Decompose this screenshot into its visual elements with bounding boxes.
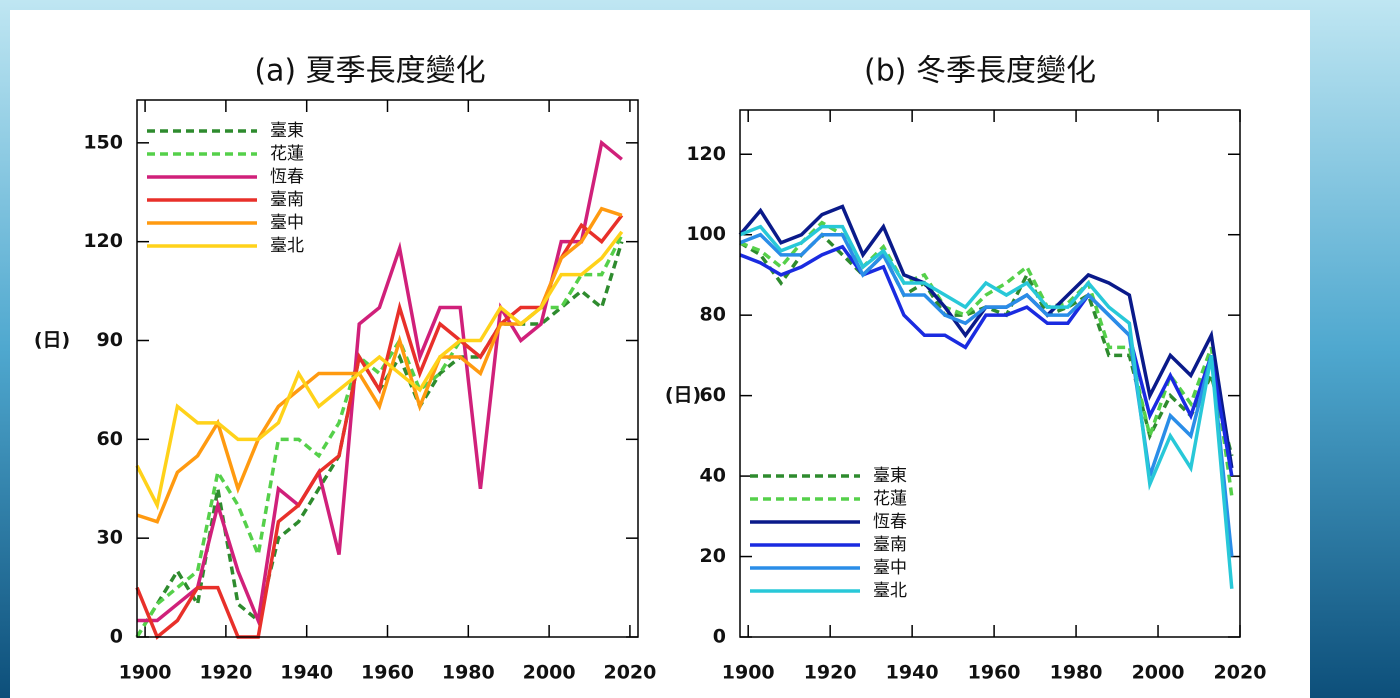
y-tick-label: 80 xyxy=(700,304,726,326)
x-tick-label: 1960 xyxy=(968,662,1021,684)
y-axis-label: (日) xyxy=(665,384,701,406)
legend-label: 臺中 xyxy=(270,213,304,233)
y-tick-label: 20 xyxy=(700,545,726,567)
x-tick-label: 1900 xyxy=(722,662,775,684)
x-tick-label: 1920 xyxy=(199,662,252,684)
y-tick-label: 100 xyxy=(686,223,726,245)
legend-label: 臺南 xyxy=(270,190,304,210)
y-tick-label: 30 xyxy=(97,527,123,549)
y-tick-label: 90 xyxy=(97,329,123,351)
y-axis-label: (日) xyxy=(34,329,70,351)
x-tick-label: 1940 xyxy=(280,662,333,684)
chart-title: (b) 冬季長度變化 xyxy=(864,54,1096,89)
page: (a) 夏季長度變化 (日) 0 30 60 90 120 150 1900 1920 1940 19… xyxy=(0,0,1400,698)
x-tick-label: 1960 xyxy=(361,662,414,684)
x-tick-label: 1940 xyxy=(886,662,939,684)
y-tick-label: 120 xyxy=(83,230,123,252)
x-tick-label: 1980 xyxy=(1050,662,1103,684)
y-tick-label: 40 xyxy=(700,465,726,487)
y-tick-label: 60 xyxy=(97,428,123,450)
y-tick-label: 0 xyxy=(713,626,726,648)
legend-label: 臺南 xyxy=(873,535,907,555)
y-tick-label: 60 xyxy=(700,384,726,406)
legend-label: 臺東 xyxy=(873,466,907,486)
y-tick-label: 120 xyxy=(686,143,726,165)
legend-label: 臺東 xyxy=(270,121,304,141)
legend-label: 臺北 xyxy=(270,236,304,256)
legend-label: 臺北 xyxy=(873,581,907,601)
x-tick-label: 1980 xyxy=(442,662,495,684)
chart: (a) 夏季長度變化 (日) 0 30 60 90 120 150 1900 1920 1940 19… xyxy=(0,0,1400,698)
x-tick-label: 2020 xyxy=(603,662,656,684)
legend-label: 恆春 xyxy=(270,167,304,187)
x-tick-label: 2000 xyxy=(1132,662,1185,684)
legend-label: 臺中 xyxy=(873,558,907,578)
x-tick-label: 1920 xyxy=(804,662,857,684)
y-tick-label: 150 xyxy=(83,131,123,153)
legend-label: 花蓮 xyxy=(873,489,907,509)
chart-title: (a) 夏季長度變化 xyxy=(254,54,485,89)
x-tick-label: 2020 xyxy=(1214,662,1267,684)
y-tick-label: 0 xyxy=(110,626,123,648)
legend-label: 恆春 xyxy=(873,512,907,532)
legend-label: 花蓮 xyxy=(270,144,304,164)
x-tick-label: 2000 xyxy=(523,662,576,684)
x-tick-label: 1900 xyxy=(119,662,172,684)
